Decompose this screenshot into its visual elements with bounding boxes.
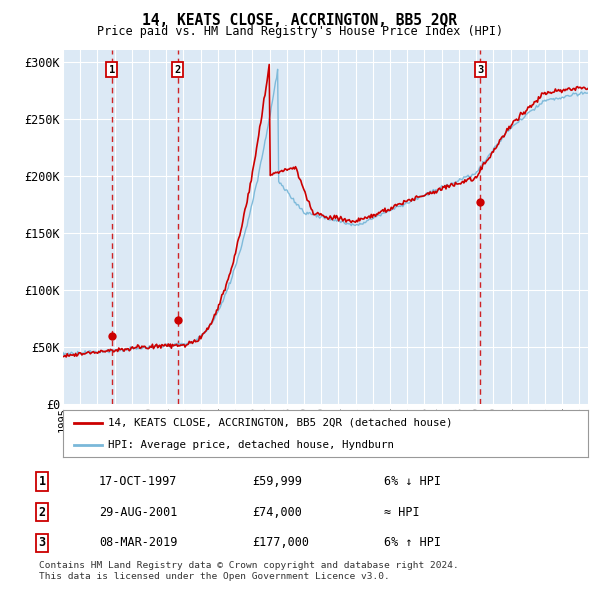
Text: 2: 2 (38, 506, 46, 519)
Text: 08-MAR-2019: 08-MAR-2019 (99, 536, 178, 549)
Text: ≈ HPI: ≈ HPI (384, 506, 419, 519)
Text: £177,000: £177,000 (252, 536, 309, 549)
Text: 14, KEATS CLOSE, ACCRINGTON, BB5 2QR: 14, KEATS CLOSE, ACCRINGTON, BB5 2QR (143, 13, 458, 28)
Text: £74,000: £74,000 (252, 506, 302, 519)
Text: 1: 1 (38, 475, 46, 488)
Text: Price paid vs. HM Land Registry's House Price Index (HPI): Price paid vs. HM Land Registry's House … (97, 25, 503, 38)
Text: 1: 1 (109, 64, 115, 74)
Text: 17-OCT-1997: 17-OCT-1997 (99, 475, 178, 488)
Text: 29-AUG-2001: 29-AUG-2001 (99, 506, 178, 519)
Text: Contains HM Land Registry data © Crown copyright and database right 2024.
This d: Contains HM Land Registry data © Crown c… (39, 561, 459, 581)
Text: 6% ↓ HPI: 6% ↓ HPI (384, 475, 441, 488)
Text: 2: 2 (175, 64, 181, 74)
Text: £59,999: £59,999 (252, 475, 302, 488)
Text: 3: 3 (38, 536, 46, 549)
Text: HPI: Average price, detached house, Hyndburn: HPI: Average price, detached house, Hynd… (107, 440, 394, 450)
Text: 3: 3 (477, 64, 484, 74)
Text: 6% ↑ HPI: 6% ↑ HPI (384, 536, 441, 549)
Text: 14, KEATS CLOSE, ACCRINGTON, BB5 2QR (detached house): 14, KEATS CLOSE, ACCRINGTON, BB5 2QR (de… (107, 418, 452, 428)
